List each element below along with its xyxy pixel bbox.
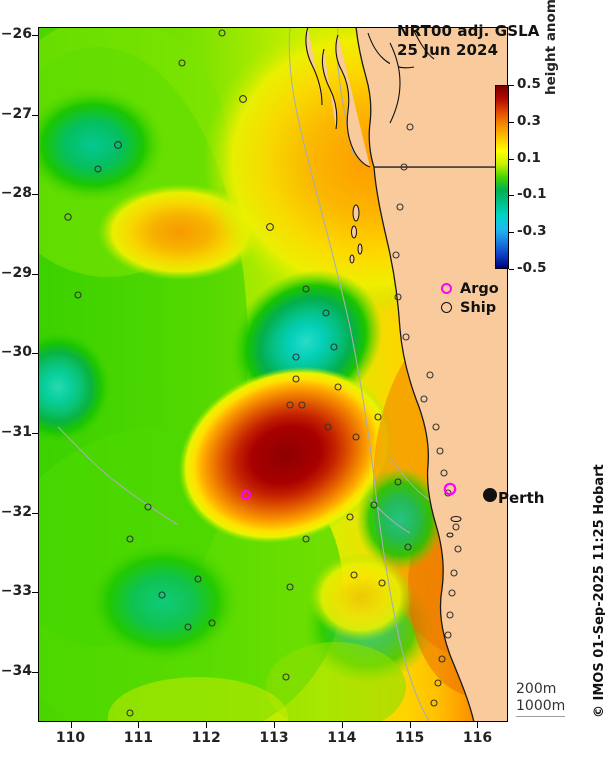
y-axis-tick [32,353,38,355]
bathy-label-1000m: 1000m [516,698,566,718]
legend-item-ship[interactable]: Ship [441,298,499,317]
x-axis-tick [341,722,343,728]
y-axis-tick-label: −28 [0,185,32,202]
title-line-2: 25 Jun 2024 [397,41,499,60]
argo-marker-icon [441,283,452,294]
x-axis-tick-label: 112 [191,730,221,746]
y-axis-tick [32,273,38,275]
perth-city-dot [483,488,497,502]
y-axis-tick-label: −33 [0,583,32,600]
colorbar-tick [509,195,514,197]
x-axis-tick-label: 111 [123,730,153,746]
land-coastline [305,27,508,722]
y-axis-tick-label: −27 [0,105,32,122]
ship-marker-icon [441,302,452,313]
y-axis-tick [32,34,38,36]
colorbar[interactable]: 0.5 0.3 0.1 -0.1 -0.3 -0.5 [495,76,547,276]
observation-markers[interactable] [38,27,508,722]
x-axis-tick-label: 114 [327,730,357,746]
legend-item-argo[interactable]: Argo [441,279,499,298]
y-axis-tick [32,114,38,116]
colorbar-tick-label: 0.3 [517,112,541,129]
y-axis-tick-label: −30 [0,344,32,361]
x-axis-tick [206,722,208,728]
x-axis-tick [409,722,411,728]
colorbar-tick [509,121,514,123]
x-axis-tick [274,722,276,728]
colorbar-tick-label: -0.1 [517,186,547,203]
y-axis-tick [32,433,38,434]
title-line-1: NRT00 adj. GSLA [397,22,540,40]
y-axis-tick-label: −29 [0,264,32,281]
x-axis-tick [70,722,72,728]
ship-marker-group [64,29,462,717]
colorbar-tick-label: 0.1 [517,149,541,166]
colorbar-gradient [495,85,509,269]
y-axis-tick-label: −34 [0,662,32,679]
argo-marker-group [240,482,457,501]
colorbar-tick [509,85,514,86]
colorbar-tick [509,232,514,234]
y-axis-tick [32,671,38,673]
colorbar-tick [509,158,514,160]
city-label-perth: Perth [498,489,545,507]
bathymetry-depth-key: 200m 1000m [516,681,566,718]
y-axis-tick-label: −26 [0,25,32,42]
y-axis-tick-label: −32 [0,503,32,520]
colorbar-tick-label: 0.5 [517,76,541,92]
colorbar-tick [509,269,514,270]
bathy-label-200m: 200m [516,681,557,697]
chart-title: NRT00 adj. GSLA 25 Jun 2024 [397,22,539,60]
x-axis-tick [477,722,479,728]
y-axis-tick [32,592,38,594]
legend-label-argo: Argo [460,280,499,297]
colorbar-tick-label: -0.5 [517,260,547,276]
map-plot-area[interactable] [38,27,508,722]
colorbar-axis-label: height anomaly (m) [543,0,559,95]
x-axis-tick-label: 116 [462,730,493,746]
y-axis-tick [32,512,38,514]
x-axis-tick-label: 110 [55,730,86,746]
marker-legend: Argo Ship [441,279,499,317]
legend-label-ship: Ship [460,299,497,316]
x-axis-tick [138,722,140,728]
y-axis-tick [32,194,38,196]
colorbar-tick-label: -0.3 [517,223,547,240]
x-axis-tick-label: 113 [259,730,289,746]
y-axis-tick-label: −31 [0,424,32,440]
x-axis-tick-label: 115 [395,730,425,746]
credit-text: © IMOS 01-Sep-2025 11:25 Hobart [592,464,605,718]
